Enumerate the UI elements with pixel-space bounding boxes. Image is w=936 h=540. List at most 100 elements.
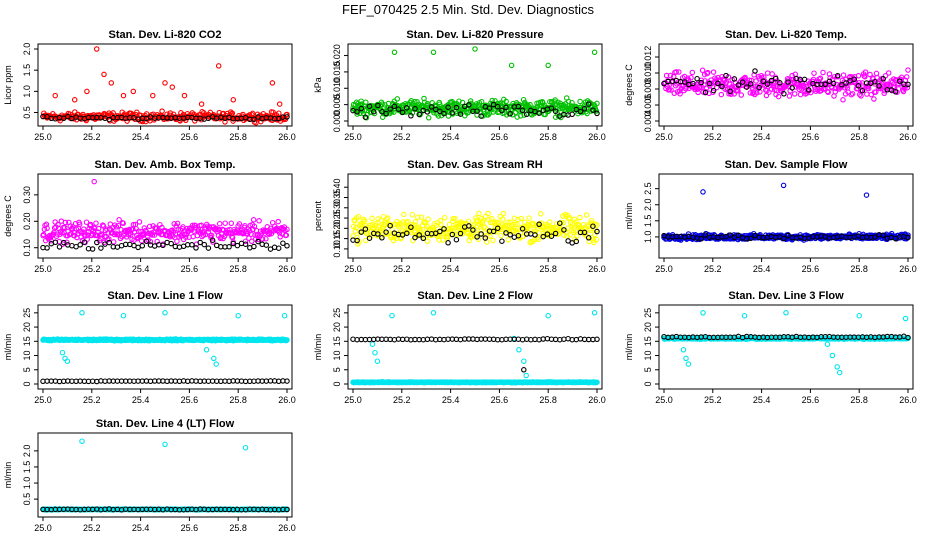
data-point (201, 241, 208, 248)
data-point (412, 106, 418, 112)
x-tick-label: 25.6 (181, 395, 199, 405)
data-point (739, 79, 746, 85)
x-tick-label: 25.0 (34, 264, 52, 274)
data-point (136, 228, 142, 235)
data-point (789, 85, 795, 91)
y-tick-label: 2.5 (643, 182, 653, 195)
data-point (700, 310, 706, 316)
data-point (235, 312, 241, 319)
y-tick-label: 0.004 (643, 110, 653, 133)
chart-title: Stan. Dev. Li-820 CO2 (109, 29, 222, 41)
data-point (831, 73, 838, 80)
data-point (715, 80, 721, 87)
y-tick-label: 0.20 (22, 213, 32, 231)
x-tick-label: 25.8 (229, 132, 247, 142)
data-point (583, 212, 590, 218)
data-point (705, 69, 711, 76)
data-point (453, 104, 460, 111)
data-point (106, 116, 112, 123)
data-point (430, 49, 437, 56)
x-tick-label: 25.2 (704, 395, 722, 405)
x-tick-label: 26.0 (588, 132, 606, 142)
data-point (409, 110, 416, 116)
data-point (369, 215, 375, 222)
data-point (445, 104, 451, 111)
y-tick-label: 0.012 (643, 46, 653, 69)
data-point (896, 78, 903, 84)
x-tick-label: 25.6 (491, 132, 509, 142)
data-point (409, 211, 416, 218)
data-point (494, 103, 501, 110)
data-point (404, 105, 410, 111)
data-point (168, 240, 174, 247)
y-tick-label: 0.006 (643, 94, 653, 117)
data-point (449, 110, 456, 116)
x-tick-label: 25.6 (802, 132, 820, 142)
y-axis-label: percent (313, 200, 323, 231)
y-tick-label: 1.5 (22, 64, 32, 77)
data-point (663, 72, 670, 79)
data-point (401, 211, 407, 218)
y-tick-label: 25 (643, 308, 653, 318)
data-point (474, 108, 480, 114)
data-point (362, 114, 369, 120)
data-point (882, 88, 888, 94)
data-point (698, 79, 704, 86)
data-point (667, 72, 674, 79)
data-point (880, 79, 886, 85)
data-point (826, 78, 833, 85)
y-tick-label: 2.0 (22, 445, 32, 458)
data-point (95, 225, 102, 232)
chart-title: Stan. Dev. Li-820 Temp. (725, 29, 847, 41)
data-point (569, 99, 575, 106)
data-point (830, 80, 837, 87)
data-point (706, 80, 713, 87)
x-tick-label: 25.2 (83, 523, 101, 533)
data-point (211, 355, 217, 362)
x-tick-label: 25.4 (753, 395, 771, 405)
data-point (159, 108, 165, 114)
data-point (497, 100, 504, 106)
x-tick-label: 25.2 (704, 264, 722, 274)
data-point (791, 91, 798, 97)
y-tick-label: 0.020 (332, 44, 342, 67)
data-point (441, 214, 448, 221)
data-point (79, 438, 85, 444)
chart-title: Stan. Dev. Gas Stream RH (407, 159, 543, 171)
data-point (862, 69, 869, 75)
y-tick-label: 0.010 (332, 77, 342, 100)
x-tick-label: 25.2 (83, 132, 101, 142)
data-point (162, 80, 168, 86)
data-point (864, 91, 870, 97)
data-point (547, 219, 553, 225)
chart-title: Stan. Dev. Line 2 Flow (417, 290, 533, 302)
data-point (486, 105, 493, 111)
data-point (174, 220, 181, 227)
y-tick-label: 0 (22, 381, 32, 386)
data-point (52, 92, 58, 99)
data-point (435, 113, 442, 119)
y-axis-label: degrees C (3, 195, 13, 237)
data-point (399, 109, 406, 116)
data-point (130, 221, 137, 228)
x-tick-label: 26.0 (899, 395, 917, 405)
x-tick-label: 25.6 (181, 264, 199, 274)
x-tick-label: 25.8 (539, 132, 557, 142)
data-point (149, 232, 156, 238)
data-point (766, 89, 772, 96)
data-point (832, 89, 839, 95)
y-axis-label: kPa (313, 77, 323, 93)
x-tick-label: 25.8 (850, 395, 868, 405)
data-point (834, 72, 841, 79)
x-tick-label: 25.4 (442, 264, 460, 274)
x-tick-label: 26.0 (899, 264, 917, 274)
data-point (769, 71, 775, 77)
data-point (169, 84, 176, 90)
plot-frame (658, 304, 914, 390)
data-point (727, 88, 733, 95)
data-point (681, 79, 688, 85)
data-point (459, 99, 466, 106)
data-point (98, 245, 104, 251)
data-point (79, 310, 85, 316)
